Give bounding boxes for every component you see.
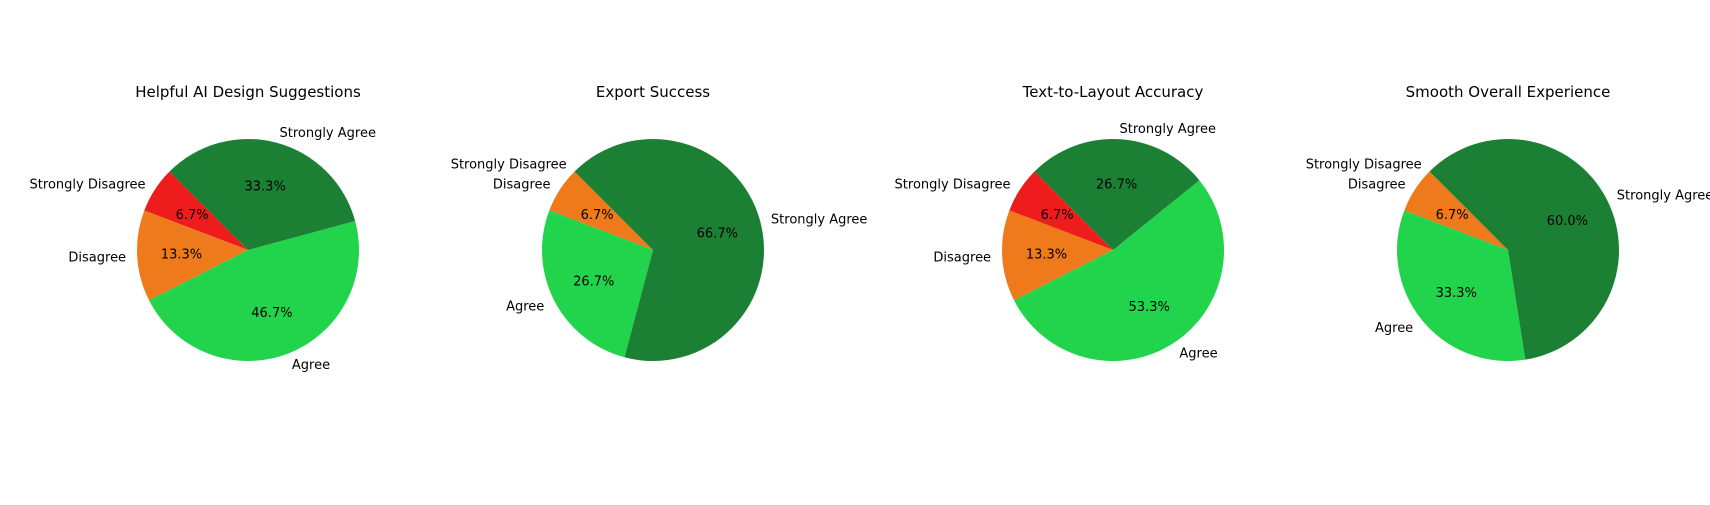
slice-label-agree: Agree xyxy=(1179,346,1217,361)
pie-chart-smooth-overall-experience: Smooth Overall Experience Strongly Disagr… xyxy=(1306,83,1710,361)
slice-percent-strongly-agree: 60.0% xyxy=(1547,214,1588,229)
slice-percent-strongly-disagree: 6.7% xyxy=(1041,208,1074,223)
pie-slice-strongly-agree xyxy=(1429,138,1620,360)
slice-percent-agree: 53.3% xyxy=(1129,300,1170,315)
slice-percent-agree: 33.3% xyxy=(1436,286,1477,301)
slice-label-strongly-agree: Strongly Agree xyxy=(1617,189,1710,204)
slice-label-strongly-agree: Strongly Agree xyxy=(771,212,868,227)
slice-percent-disagree: 13.3% xyxy=(161,248,202,263)
chart-title: Text-to-Layout Accuracy xyxy=(1022,83,1204,101)
slice-percent-strongly-agree: 26.7% xyxy=(1096,177,1137,192)
pie-slice-strongly-disagree xyxy=(1009,171,1113,250)
slice-label-disagree: Disagree xyxy=(1348,178,1406,193)
chart-title: Helpful AI Design Suggestions xyxy=(135,83,361,101)
pie-slice-strongly-agree xyxy=(1034,138,1200,250)
slice-percent-agree: 26.7% xyxy=(573,274,614,289)
slice-label-strongly-disagree: Strongly Disagree xyxy=(30,178,146,193)
slice-label-agree: Agree xyxy=(506,300,544,315)
slice-percent-strongly-agree: 33.3% xyxy=(245,180,286,195)
slice-label-strongly-agree: Strongly Agree xyxy=(1120,122,1217,137)
chart-title: Export Success xyxy=(596,83,710,101)
slice-percent-strongly-agree: 66.7% xyxy=(697,227,738,242)
pie-slice-disagree xyxy=(137,210,248,301)
slice-label-agree: Agree xyxy=(292,358,330,373)
slice-percent-disagree: 6.7% xyxy=(581,208,614,223)
slice-percent-disagree: 6.7% xyxy=(1436,208,1469,223)
pie-slice-disagree xyxy=(1404,171,1508,250)
chart-title: Smooth Overall Experience xyxy=(1406,83,1611,101)
slice-percent-agree: 46.7% xyxy=(251,306,292,321)
pie-chart-export-success: Export Success Strongly Disagree Disagree 6… xyxy=(451,83,868,362)
pie-chart-helpful-ai-design-suggestions: Helpful AI Design Suggestions Strongly Di… xyxy=(30,83,376,373)
pie-slice-agree xyxy=(1397,210,1526,361)
pie-chart-text-to-layout-accuracy: Text-to-Layout Accuracy Strongly Disagree… xyxy=(895,83,1225,362)
pie-slice-strongly-agree xyxy=(574,139,764,362)
slice-label-disagree: Disagree xyxy=(493,178,551,193)
slice-label-disagree: Disagree xyxy=(933,251,991,266)
slice-percent-strongly-disagree: 6.7% xyxy=(176,208,209,223)
slice-label-agree: Agree xyxy=(1375,321,1413,336)
pie-slice-agree xyxy=(542,210,653,358)
slice-label-disagree: Disagree xyxy=(68,251,126,266)
slice-label-strongly-disagree: Strongly Disagree xyxy=(895,178,1011,193)
slice-label-strongly-disagree: Strongly Disagree xyxy=(1306,158,1422,173)
pie-slice-disagree xyxy=(549,171,653,250)
slice-label-strongly-disagree: Strongly Disagree xyxy=(451,158,567,173)
pie-slice-strongly-agree xyxy=(169,138,356,250)
slice-percent-disagree: 13.3% xyxy=(1026,248,1067,263)
pie-slice-agree xyxy=(1014,180,1225,362)
pie-slice-disagree xyxy=(1002,210,1113,301)
pie-slice-agree xyxy=(149,221,359,361)
slice-label-strongly-agree: Strongly Agree xyxy=(279,126,376,141)
pie-slice-strongly-disagree xyxy=(144,171,248,250)
